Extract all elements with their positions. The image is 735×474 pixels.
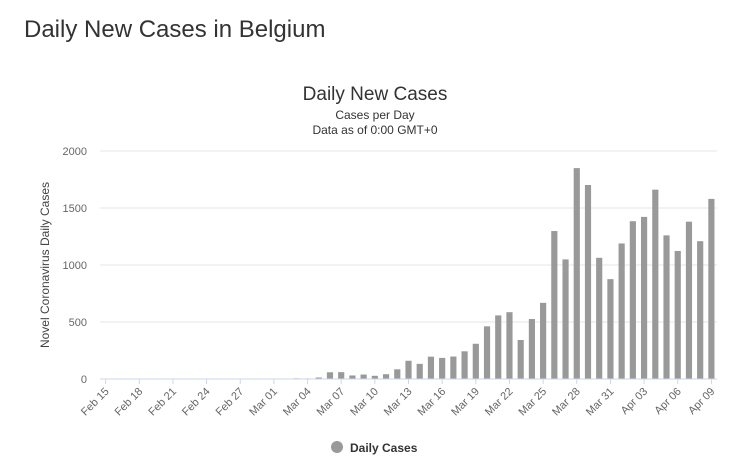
x-tick-label: Feb 18 [113,386,146,419]
chart-subtitle-line-2: Data as of 0:00 GMT+0 [312,123,437,137]
legend-item-daily-cases[interactable]: Daily Cases [350,441,418,455]
legend[interactable]: Daily Cases [331,441,418,455]
chart-subtitle-line-1: Cases per Day [335,108,414,122]
x-tick-label: Mar 13 [382,386,415,419]
x-tick-label: Apr 06 [652,386,683,417]
bar[interactable] [450,356,457,379]
y-tick-label: 2000 [63,146,87,158]
bar[interactable] [573,168,580,379]
bar[interactable] [349,375,356,379]
x-tick-label: Feb 24 [180,386,213,419]
bar[interactable] [584,184,592,379]
y-tick-label: 500 [69,317,87,329]
x-tick-label: Mar 25 [517,386,550,419]
bar[interactable] [674,250,681,379]
bar[interactable] [495,315,502,379]
bar[interactable] [439,357,446,379]
bar[interactable] [596,257,603,379]
bar[interactable] [315,377,322,379]
bar[interactable] [472,343,479,379]
bar[interactable] [506,312,513,379]
bar[interactable] [416,363,423,379]
bar[interactable] [607,279,614,379]
x-tick-label: Mar 28 [550,386,583,419]
x-tick-label: Mar 22 [483,386,516,419]
x-tick-label: Feb 15 [79,386,112,419]
x-tick-label: Mar 31 [584,386,617,419]
bar[interactable] [652,189,659,379]
legend-marker [331,441,343,453]
bar[interactable] [326,372,334,379]
y-tick-label: 0 [81,374,87,386]
y-tick-labels: 0 500 1000 1500 2000 [63,146,87,386]
bars [270,168,715,379]
x-tick-label: Mar 04 [281,386,314,419]
bar[interactable] [528,319,535,379]
page-heading: Daily New Cases in Belgium [24,16,326,43]
x-tick-label: Apr 03 [619,386,650,417]
bar[interactable] [360,374,367,379]
y-tick-label: 1500 [63,203,87,215]
bar[interactable] [517,340,524,379]
y-axis-title: Novel Coronavirus Daily Cases [38,182,52,348]
bar[interactable] [562,259,569,379]
bar[interactable] [697,241,704,379]
y-tick-label: 1000 [63,260,87,272]
bar[interactable] [540,302,547,379]
bar[interactable] [551,231,558,379]
chart-title: Daily New Cases [303,84,448,105]
bar[interactable] [461,351,468,379]
bar[interactable] [483,326,491,379]
bar[interactable] [618,243,625,379]
bar[interactable] [663,235,670,379]
x-tick-labels: Feb 15 Feb 18 Feb 21 Feb 24 Feb 27 Mar 01 Mar … [79,379,718,419]
bar[interactable] [338,372,345,379]
grid-lines [100,150,717,323]
bar[interactable] [685,221,693,379]
x-tick-label: Apr 09 [686,386,717,417]
x-tick-label: Feb 27 [214,386,247,419]
bar[interactable] [641,216,648,379]
bar[interactable] [405,360,412,379]
x-tick-label: Feb 21 [146,386,179,419]
bar[interactable] [394,369,401,379]
bar[interactable] [427,356,435,379]
bar[interactable] [629,221,636,379]
x-tick-label: Mar 16 [416,386,449,419]
bar[interactable] [708,198,715,379]
x-tick-label: Mar 10 [348,386,381,419]
x-tick-label: Mar 01 [247,386,280,419]
x-tick-label: Mar 07 [315,386,348,419]
bar[interactable] [382,374,390,379]
bar[interactable] [371,375,378,379]
x-tick-label: Mar 19 [449,386,482,419]
